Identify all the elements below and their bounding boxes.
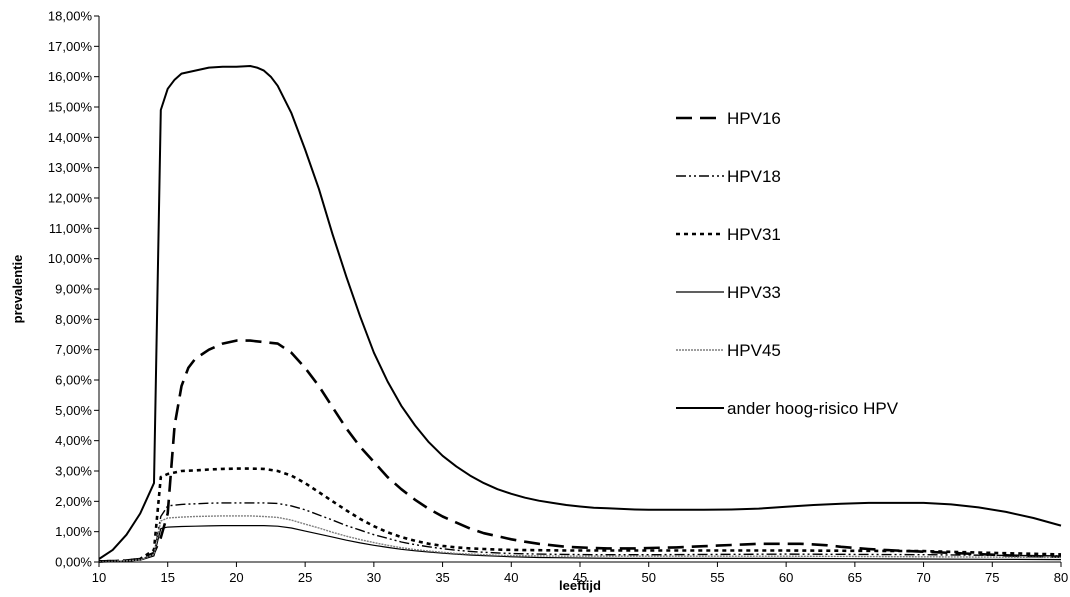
legend-label: HPV16 [727, 109, 781, 128]
plot-area [99, 16, 1061, 562]
legend-label: HPV31 [727, 225, 781, 244]
series-layer [98, 65, 1062, 563]
y-tick-label: 14,00% [48, 130, 93, 145]
x-tick-label: 65 [848, 570, 862, 585]
y-tick-label: 0,00% [55, 555, 92, 570]
series-line-hpv31 [98, 467, 1062, 563]
x-tick-label: 70 [916, 570, 930, 585]
x-axis-title: leeftijd [559, 578, 601, 593]
y-tick-label: 7,00% [55, 342, 92, 357]
x-axis-ticks: 10 15 20 25 30 35 40 45 50 55 60 65 70 75 80 [92, 562, 1068, 585]
y-axis-ticks: 0,00% 1,00% 2,00% 3,00% 4,00% 5,00% 6,00% 7,00%… [48, 9, 99, 570]
y-tick-label: 16,00% [48, 69, 93, 84]
x-tick-label: 80 [1054, 570, 1068, 585]
series-line-hpv33 [98, 524, 1062, 563]
x-tick-label: 10 [92, 570, 106, 585]
y-tick-label: 10,00% [48, 251, 93, 266]
legend-label: HPV18 [727, 167, 781, 186]
x-tick-label: 20 [229, 570, 243, 585]
series-line-ander-hoog-risico-hpv [98, 65, 1062, 560]
x-tick-label: 15 [160, 570, 174, 585]
x-tick-label: 30 [367, 570, 381, 585]
y-axis-title: prevalentie [10, 255, 25, 324]
y-tick-label: 13,00% [48, 160, 93, 175]
legend: HPV16 HPV18 HPV31 HPV33 HPV45 ander hoog-risi… [676, 109, 899, 418]
y-tick-label: 11,00% [49, 221, 93, 236]
y-tick-label: 17,00% [48, 39, 93, 54]
y-tick-label: 18,00% [48, 9, 93, 24]
y-tick-label: 15,00% [48, 100, 93, 115]
x-tick-label: 50 [641, 570, 655, 585]
y-tick-label: 3,00% [55, 464, 92, 479]
y-tick-label: 2,00% [55, 494, 92, 509]
y-tick-label: 1,00% [55, 524, 92, 539]
y-tick-label: 9,00% [55, 282, 92, 297]
x-tick-label: 55 [710, 570, 724, 585]
x-tick-label: 35 [435, 570, 449, 585]
x-tick-label: 75 [985, 570, 999, 585]
x-tick-label: 25 [298, 570, 312, 585]
y-tick-label: 12,00% [48, 191, 93, 206]
y-tick-label: 6,00% [55, 373, 92, 388]
legend-label: HPV45 [727, 341, 781, 360]
series-line-hpv45 [98, 515, 1062, 563]
series-line-hpv18 [98, 502, 1062, 563]
x-tick-label: 45 [573, 570, 587, 585]
legend-label: HPV33 [727, 283, 781, 302]
x-tick-label: 60 [779, 570, 793, 585]
legend-label: ander hoog-risico HPV [727, 399, 899, 418]
y-tick-label: 8,00% [55, 312, 92, 327]
y-tick-label: 5,00% [55, 403, 92, 418]
y-tick-label: 4,00% [55, 433, 92, 448]
x-tick-label: 40 [504, 570, 518, 585]
